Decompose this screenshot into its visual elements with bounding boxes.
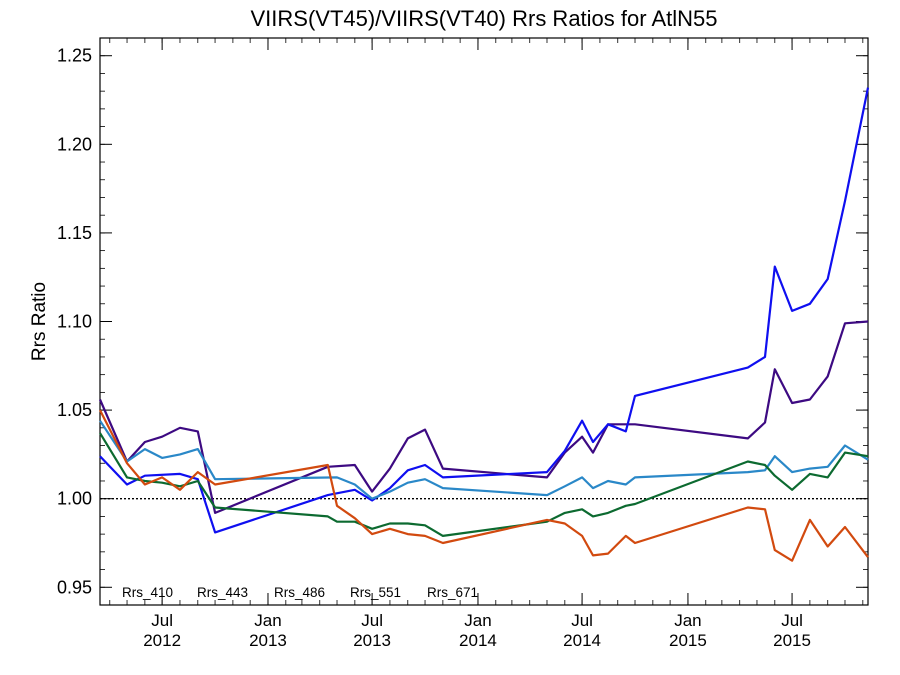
y-tick-label: 1.00 — [57, 489, 92, 509]
legend-entry: Rrs_486 — [274, 585, 325, 600]
x-tick-label-month: Jan — [254, 611, 281, 630]
series-line-rrs-443 — [99, 87, 870, 534]
legend: Rrs_410 Rrs_443 Rrs_486 Rrs_551 Rrs_671 — [122, 585, 478, 600]
x-tick-label-month: Jan — [674, 611, 701, 630]
legend-entry: Rrs_671 — [427, 585, 478, 600]
y-tick-label: 1.15 — [57, 223, 92, 243]
plot-area: 0.951.001.051.101.151.201.25Jul2012Jan20… — [57, 37, 869, 650]
x-tick-label-month: Jul — [781, 611, 803, 630]
series-line-rrs-410 — [98, 320, 869, 515]
x-tick-label-month: Jan — [464, 611, 491, 630]
x-tick-label-year: 2013 — [249, 631, 287, 650]
series-lines — [98, 87, 870, 562]
legend-entry: Rrs_410 — [122, 585, 173, 600]
chart-title: VIIRS(VT45)/VIIRS(VT40) Rrs Ratios for A… — [250, 6, 717, 31]
y-axis-label: Rrs Ratio — [29, 282, 50, 361]
y-tick-label: 0.95 — [57, 577, 92, 597]
y-tick-label: 1.05 — [57, 400, 92, 420]
plot-frame — [99, 37, 869, 606]
x-tick-label-month: Jul — [361, 611, 383, 630]
series-line-rrs-486 — [99, 420, 869, 500]
y-tick-label: 1.20 — [57, 134, 92, 154]
x-tick-label-year: 2014 — [459, 631, 497, 650]
x-tick-label-year: 2014 — [563, 631, 601, 650]
x-tick-label-year: 2015 — [669, 631, 707, 650]
series-line-rrs-671 — [99, 409, 869, 562]
x-tick-label-month: Jul — [151, 611, 173, 630]
y-tick-label: 1.25 — [57, 46, 92, 66]
x-tick-label-year: 2013 — [353, 631, 391, 650]
x-tick-label-year: 2012 — [143, 631, 181, 650]
series-line-rrs-551 — [99, 432, 869, 538]
legend-entry: Rrs_551 — [350, 585, 401, 600]
legend-entry: Rrs_443 — [197, 585, 248, 600]
y-tick-label: 1.10 — [57, 312, 92, 332]
x-tick-label-month: Jul — [571, 611, 593, 630]
x-tick-label-year: 2015 — [773, 631, 811, 650]
